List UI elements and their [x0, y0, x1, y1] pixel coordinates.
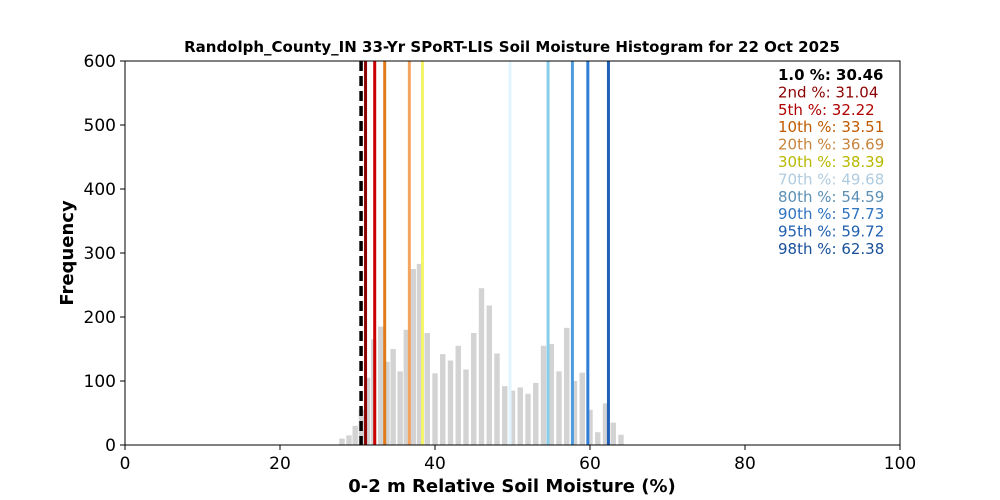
histogram-bar — [352, 425, 358, 445]
histogram-bar — [564, 327, 570, 445]
x-tick-label: 0 — [120, 454, 131, 474]
y-tick-label: 300 — [84, 244, 116, 264]
y-tick-label: 500 — [84, 116, 116, 136]
x-tick-label: 80 — [734, 454, 756, 474]
legend-entry: 1.0 %: 30.46 — [778, 66, 884, 84]
x-tick-label: 40 — [424, 454, 446, 474]
histogram-bar — [346, 435, 352, 445]
x-tick-label: 60 — [579, 454, 601, 474]
x-axis-ticks: 0 20 40 60 80 100 — [120, 445, 916, 474]
histogram-bar — [556, 371, 562, 445]
histogram-bar — [502, 386, 508, 445]
x-tick-label: 100 — [884, 454, 916, 474]
histogram-bar — [378, 326, 384, 445]
legend-entry: 5th %: 32.22 — [778, 101, 875, 119]
histogram-bar — [595, 432, 601, 445]
histogram-bar — [364, 377, 371, 445]
histogram-bar — [602, 403, 609, 445]
histogram-bar — [494, 353, 500, 445]
histogram-bar — [384, 361, 390, 445]
legend-entry: 98th %: 62.38 — [778, 240, 884, 258]
x-tick-label: 20 — [269, 454, 291, 474]
histogram-bar — [618, 434, 624, 445]
histogram-bar — [410, 269, 417, 445]
y-tick-label: 0 — [105, 436, 116, 456]
percentile-lines — [359, 61, 610, 445]
histogram-bar — [571, 381, 578, 445]
y-tick-label: 400 — [84, 180, 116, 200]
y-tick-label: 200 — [84, 308, 116, 328]
histogram-bar — [432, 373, 438, 445]
histogram-bar — [455, 345, 461, 445]
histogram-bar — [579, 372, 585, 445]
histogram-bar — [397, 371, 403, 445]
y-tick-label: 600 — [84, 52, 116, 72]
legend-entry: 20th %: 36.69 — [778, 136, 884, 154]
histogram-bar — [525, 393, 531, 445]
legend-entry: 10th %: 33.51 — [778, 118, 884, 136]
legend-entry: 30th %: 38.39 — [778, 153, 884, 171]
histogram-bar — [447, 360, 454, 445]
legend-entry: 2nd %: 31.04 — [778, 83, 878, 101]
legend-entry: 95th %: 59.72 — [778, 223, 884, 241]
histogram-bar — [548, 343, 554, 445]
histogram-bar — [533, 382, 539, 445]
histogram-bar — [463, 369, 469, 445]
legend-entry: 70th %: 49.68 — [778, 170, 884, 188]
chart-title: Randolph_County_IN 33-Yr SPoRT-LIS Soil … — [184, 38, 840, 56]
histogram-bar — [416, 263, 423, 445]
histogram-bar — [390, 349, 396, 445]
histogram-bars — [339, 263, 624, 445]
histogram-bar — [471, 333, 477, 445]
histogram-bar — [403, 329, 410, 445]
histogram-bar — [517, 387, 523, 445]
histogram-bar — [424, 333, 430, 445]
histogram-bar — [587, 409, 593, 445]
y-axis-ticks: 0 100 200 300 400 500 600 — [84, 52, 125, 456]
histogram-bar — [478, 288, 485, 445]
y-axis-label: Frequency — [57, 200, 78, 306]
y-tick-label: 100 — [84, 372, 116, 392]
legend-entry: 80th %: 54.59 — [778, 188, 884, 206]
histogram-bar — [540, 345, 547, 445]
histogram-bar — [440, 354, 446, 445]
histogram-bar — [610, 422, 616, 445]
histogram-bar — [339, 438, 345, 445]
histogram-bar — [509, 390, 516, 445]
x-axis-label: 0-2 m Relative Soil Moisture (%) — [348, 476, 676, 497]
histogram-bar — [486, 305, 492, 445]
legend-entry: 90th %: 57.73 — [778, 205, 884, 223]
